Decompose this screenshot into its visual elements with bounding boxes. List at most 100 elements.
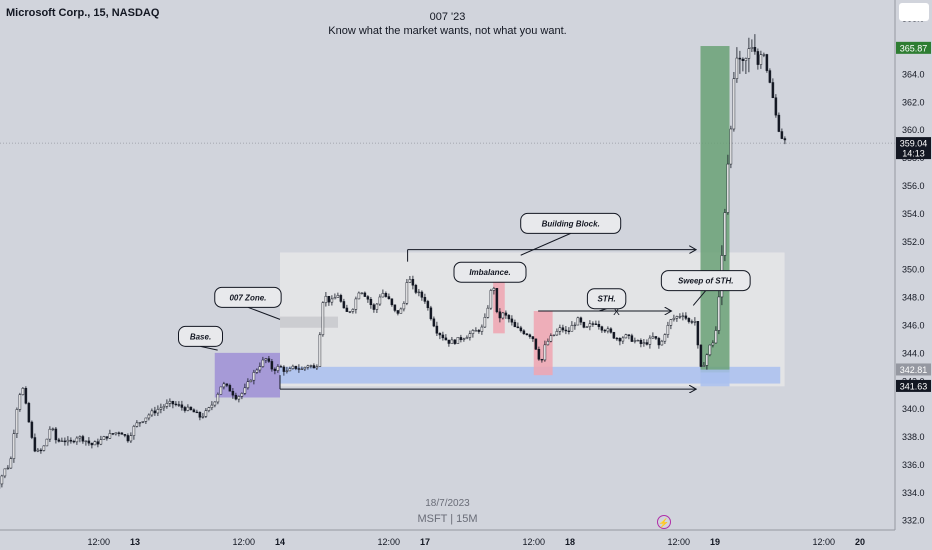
candle-body [585, 326, 589, 328]
candle-body [366, 296, 370, 300]
candle-body [36, 449, 40, 452]
candle-body [315, 366, 319, 369]
candle-body [378, 296, 382, 305]
x-tick-label: 14 [275, 537, 285, 547]
callout-pointer [520, 232, 571, 256]
candle-body [225, 383, 229, 386]
candle-body [381, 293, 385, 298]
candle-body [333, 297, 337, 300]
blue-small-zone [700, 369, 730, 387]
candle-body [273, 368, 277, 371]
candle-body [9, 458, 13, 469]
candle-body [27, 403, 31, 423]
price-label: 365.87 [900, 43, 928, 53]
callout-pointer [247, 306, 281, 320]
candle-body [111, 433, 115, 435]
candle-body [327, 295, 331, 303]
candle-body [744, 58, 748, 61]
candle-body [93, 441, 97, 446]
candle-body [51, 428, 55, 430]
candle-body [594, 323, 598, 325]
candle-body [414, 284, 418, 293]
candle-body [75, 437, 79, 443]
y-tick-label: 352.0 [902, 237, 925, 247]
price-label: 359.04 [900, 139, 928, 149]
price-candles [0, 34, 787, 489]
candle-body [708, 344, 712, 356]
candle-body [246, 381, 250, 389]
candle-body [723, 212, 727, 256]
candle-body [312, 365, 316, 369]
price-label-bg [896, 137, 931, 160]
candle-body [621, 337, 625, 342]
price-label-bg [896, 41, 931, 54]
lightning-icon[interactable]: ⚡ [657, 515, 671, 529]
x-tick-label: 17 [420, 537, 430, 547]
candle-body [153, 410, 157, 414]
candle-body [429, 307, 433, 320]
candle-body [606, 328, 610, 332]
candle-body [300, 368, 304, 370]
candle-body [693, 321, 697, 323]
candle-body [492, 288, 496, 291]
candle-body [696, 321, 700, 346]
candle-body [489, 290, 493, 309]
candle-body [177, 404, 181, 406]
candle-body [633, 340, 637, 342]
candle-body [393, 304, 397, 311]
candle-body [216, 393, 220, 403]
y-tick-label: 356.0 [902, 181, 925, 191]
candle-body [6, 467, 10, 470]
candle-body [576, 317, 580, 326]
candle-body [120, 432, 124, 435]
candle-body [3, 468, 7, 477]
candle-body [78, 436, 82, 439]
candle-body [513, 321, 517, 328]
candle-body [165, 403, 169, 407]
callout-box [178, 325, 223, 347]
candle-body [579, 317, 583, 323]
candle-body [477, 330, 481, 332]
candle-body [63, 440, 67, 443]
candle-body [48, 428, 52, 440]
candle-body [525, 333, 529, 336]
candle-body [264, 358, 268, 361]
candle-body [444, 337, 448, 341]
candle-body [591, 323, 595, 325]
candle-body [18, 394, 22, 410]
candle-body [729, 128, 733, 165]
candle-body [558, 327, 562, 332]
candle-body [516, 326, 520, 329]
price-label: 341.63 [900, 381, 928, 391]
blue-zone [280, 366, 781, 384]
annotation-callout: Imbalance. [453, 261, 527, 283]
callout-text: Base. [190, 332, 211, 341]
settings-box[interactable] [899, 3, 929, 21]
candle-body [348, 311, 352, 313]
candle-body [156, 409, 160, 414]
y-tick-label: 344.0 [902, 348, 925, 358]
candle-body [543, 344, 547, 361]
candle-body [711, 342, 715, 346]
candle-body [495, 288, 499, 313]
symbol-header[interactable]: Microsoft Corp., 15, NASDAQ [6, 7, 160, 19]
candle-body [717, 296, 721, 331]
candle-body [699, 344, 703, 367]
candle-body [276, 366, 280, 371]
candle-body [330, 298, 334, 303]
candle-body [567, 330, 571, 333]
candle-body [231, 390, 235, 396]
candle-body [159, 407, 163, 410]
candle-body [639, 339, 643, 344]
candle-body [675, 316, 679, 319]
candle-body [219, 386, 223, 395]
candle-body [441, 334, 445, 339]
x-tick-label: 12:00 [667, 537, 690, 547]
candle-body [399, 308, 403, 314]
candle-body [570, 325, 574, 332]
candle-body [750, 47, 754, 49]
candle-body [624, 334, 628, 339]
candle-body [222, 383, 226, 388]
x-tick-label: 12:00 [87, 537, 110, 547]
